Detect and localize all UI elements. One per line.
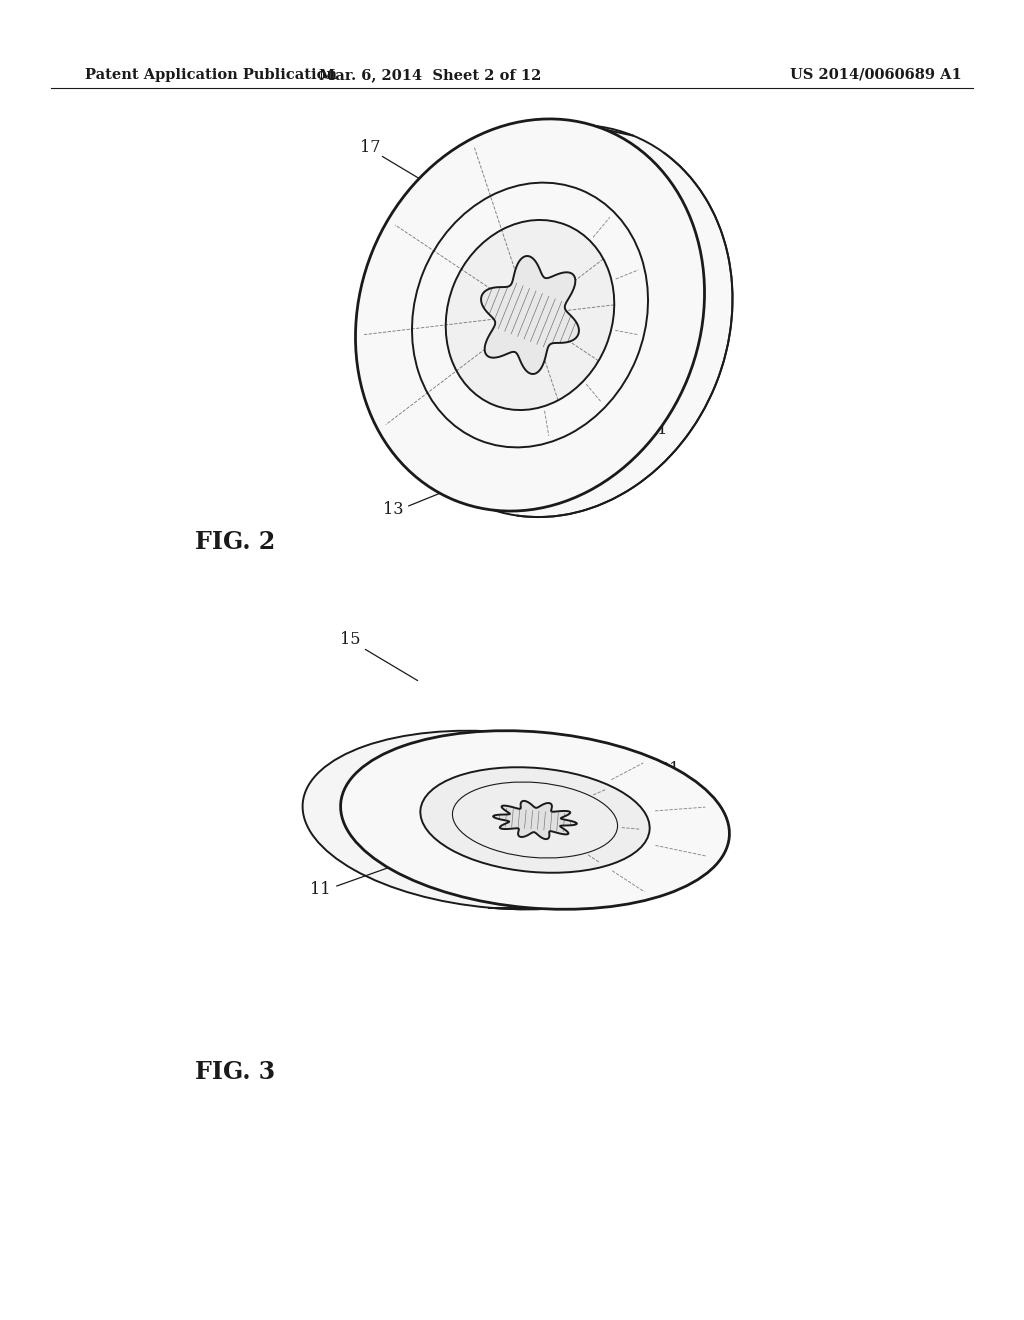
Text: FIG. 2: FIG. 2 xyxy=(195,531,275,554)
Text: Patent Application Publication: Patent Application Publication xyxy=(85,69,337,82)
Text: 19: 19 xyxy=(635,301,655,318)
Text: US 2014/0060689 A1: US 2014/0060689 A1 xyxy=(790,69,962,82)
Ellipse shape xyxy=(445,220,614,411)
Text: 11: 11 xyxy=(309,882,331,899)
Text: FIG. 3: FIG. 3 xyxy=(195,1060,275,1084)
Ellipse shape xyxy=(383,125,732,517)
Ellipse shape xyxy=(420,767,649,873)
Text: 15: 15 xyxy=(340,631,360,648)
Text: 21: 21 xyxy=(648,421,669,438)
Text: 17: 17 xyxy=(359,139,380,156)
Ellipse shape xyxy=(341,731,729,909)
Ellipse shape xyxy=(355,119,705,511)
Text: Mar. 6, 2014  Sheet 2 of 12: Mar. 6, 2014 Sheet 2 of 12 xyxy=(318,69,542,82)
Ellipse shape xyxy=(302,731,691,909)
Text: 21: 21 xyxy=(660,762,680,779)
Polygon shape xyxy=(494,801,577,840)
Text: 13: 13 xyxy=(383,502,403,519)
Ellipse shape xyxy=(412,182,648,447)
Polygon shape xyxy=(481,256,579,374)
